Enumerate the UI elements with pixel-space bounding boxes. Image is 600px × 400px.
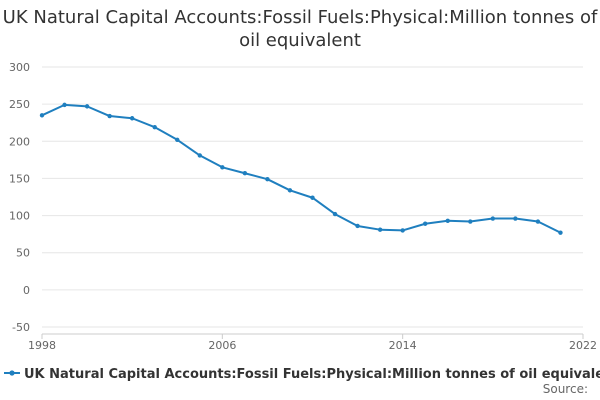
data-point[interactable]: [175, 137, 180, 142]
data-point[interactable]: [242, 171, 248, 176]
data-point[interactable]: [445, 218, 450, 223]
chart-title: UK Natural Capital Accounts:Fossil Fuels…: [2, 7, 598, 51]
data-point[interactable]: [513, 216, 518, 221]
data-point[interactable]: [220, 165, 225, 170]
data-point[interactable]: [377, 227, 383, 232]
data-point[interactable]: [400, 228, 405, 233]
data-point[interactable]: [423, 221, 428, 226]
y-tick-label: 200: [9, 135, 30, 148]
series-line[interactable]: [41, 103, 561, 234]
data-point[interactable]: [558, 230, 563, 235]
y-tick-label: 250: [9, 98, 30, 111]
data-point[interactable]: [332, 211, 338, 217]
data-point[interactable]: [129, 116, 135, 121]
y-tick-label: 150: [9, 172, 30, 185]
legend-label[interactable]: UK Natural Capital Accounts:Fossil Fuels…: [24, 367, 600, 382]
data-point[interactable]: [468, 219, 473, 224]
data-point[interactable]: [490, 216, 496, 221]
x-tick-label: 2022: [569, 339, 597, 352]
data-point[interactable]: [84, 104, 90, 109]
y-tick-label: 100: [9, 210, 30, 223]
data-point[interactable]: [355, 223, 360, 229]
data-point[interactable]: [265, 176, 270, 182]
x-tick-label: 2006: [208, 339, 236, 352]
source-label: Source:: [543, 382, 588, 396]
legend-point-marker: [9, 370, 15, 376]
x-tick-label: 2014: [389, 339, 417, 352]
data-point[interactable]: [287, 188, 293, 193]
data-point[interactable]: [535, 219, 541, 224]
data-point[interactable]: [152, 124, 157, 130]
data-point[interactable]: [310, 195, 315, 200]
x-tick-label: 1998: [28, 339, 56, 352]
data-point[interactable]: [39, 113, 45, 118]
y-tick-label: 300: [9, 61, 30, 74]
y-tick-label: 50: [16, 247, 30, 260]
data-point[interactable]: [197, 153, 202, 158]
data-point[interactable]: [107, 113, 112, 119]
y-tick-label: -50: [12, 321, 30, 334]
y-tick-label: 0: [23, 284, 30, 297]
data-point[interactable]: [62, 102, 67, 108]
